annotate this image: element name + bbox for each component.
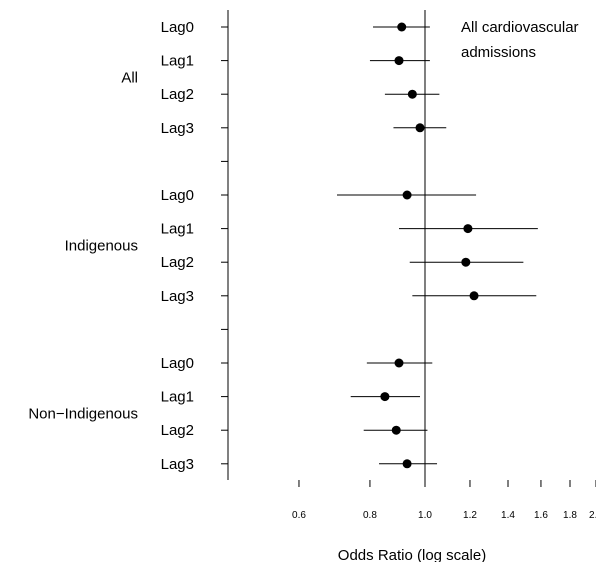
group-labels: All Indigenous Non−Indigenous: [28, 69, 138, 422]
row-label: Lag2: [161, 86, 194, 103]
x-tick-label: 2.0: [589, 510, 596, 521]
row-label: Lag3: [161, 288, 194, 305]
x-tick-label: 1.0: [418, 510, 432, 521]
point-estimate: [403, 191, 412, 200]
point-estimate: [403, 459, 412, 468]
x-tick-label: 0.8: [363, 510, 377, 521]
x-tick-label: 1.4: [501, 510, 515, 521]
x-axis-title: Odds Ratio (log scale): [338, 547, 486, 562]
point-estimate: [416, 123, 425, 132]
point-estimate: [395, 56, 404, 65]
row-label: Lag1: [161, 221, 194, 238]
x-tick-label: 1.6: [534, 510, 548, 521]
x-axis-ticks: 0.6 0.8 1.0 1.2 1.4 1.6 1.8 2.0: [292, 480, 596, 521]
row-label: Lag0: [161, 19, 194, 36]
confidence-intervals: [337, 27, 538, 464]
group-label: All: [121, 69, 138, 86]
x-tick-label: 1.2: [463, 510, 477, 521]
x-tick-label: 1.8: [563, 510, 577, 521]
point-estimates: [380, 23, 478, 469]
point-estimate: [461, 258, 470, 267]
x-tick-label: 0.6: [292, 510, 306, 521]
group-label: Non−Indigenous: [28, 405, 138, 422]
row-label: Lag2: [161, 422, 194, 439]
annotation-line-1: All cardiovascular: [461, 19, 579, 36]
annotation-line-2: admissions: [461, 44, 536, 61]
group-label: Indigenous: [65, 237, 138, 254]
row-label: Lag0: [161, 187, 194, 204]
row-label: Lag1: [161, 389, 194, 406]
row-label: Lag0: [161, 355, 194, 372]
point-estimate: [470, 291, 479, 300]
point-estimate: [408, 90, 417, 99]
point-estimate: [397, 23, 406, 32]
point-estimate: [380, 392, 389, 401]
point-estimate: [463, 224, 472, 233]
row-labels: Lag0 Lag1 Lag2 Lag3 Lag0 Lag1 Lag2 Lag3 Lag0 Lag1…: [161, 19, 194, 473]
plot-frame: [221, 10, 228, 480]
point-estimate: [395, 359, 404, 368]
point-estimate: [392, 426, 401, 435]
row-label: Lag3: [161, 120, 194, 137]
row-label: Lag3: [161, 456, 194, 473]
row-label: Lag1: [161, 53, 194, 70]
row-label: Lag2: [161, 254, 194, 271]
